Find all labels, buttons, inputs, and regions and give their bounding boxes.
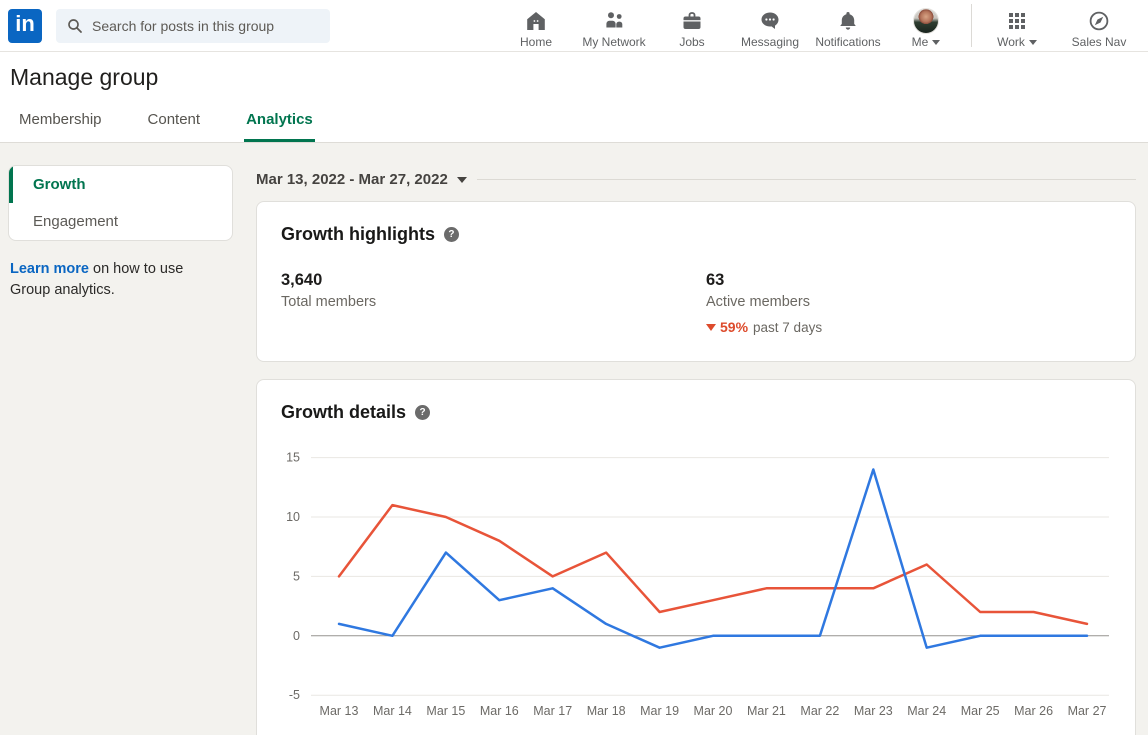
messaging-icon [758, 8, 782, 34]
page-title: Manage group [0, 52, 1148, 91]
svg-text:Mar 25: Mar 25 [961, 704, 1000, 718]
learn-more-link[interactable]: Learn more [10, 261, 89, 277]
svg-text:Mar 27: Mar 27 [1068, 704, 1107, 718]
tab-membership[interactable]: Membership [17, 111, 104, 142]
nav-me[interactable]: Me [887, 2, 965, 49]
stat-total-members: 3,640 Total members [281, 271, 706, 335]
tab-content[interactable]: Content [146, 111, 203, 142]
nav-notifications-label: Notifications [815, 35, 880, 49]
tab-analytics[interactable]: Analytics [244, 111, 315, 142]
nav-sales-nav[interactable]: Sales Nav [1056, 2, 1142, 49]
svg-text:Mar 23: Mar 23 [854, 704, 893, 718]
active-indicator [9, 166, 13, 203]
top-navigation-bar: in Home My Network [0, 0, 1148, 52]
svg-text:5: 5 [293, 569, 300, 583]
sidebar-item-growth[interactable]: Growth [9, 166, 232, 203]
svg-text:Mar 19: Mar 19 [640, 704, 679, 718]
analytics-nav-card: Growth Engagement [8, 165, 233, 241]
nav-home-label: Home [520, 35, 552, 49]
search-box [56, 9, 330, 43]
total-members-value: 3,640 [281, 271, 706, 290]
delta-suffix: past 7 days [753, 320, 822, 335]
svg-text:Mar 17: Mar 17 [533, 704, 572, 718]
svg-text:15: 15 [286, 451, 300, 465]
nav-messaging-label: Messaging [741, 35, 799, 49]
profile-avatar [913, 8, 939, 34]
svg-text:Mar 22: Mar 22 [800, 704, 839, 718]
analytics-sidebar: Growth Engagement Learn more on how to u… [8, 165, 233, 735]
svg-text:Mar 16: Mar 16 [480, 704, 519, 718]
svg-text:Mar 26: Mar 26 [1014, 704, 1053, 718]
growth-highlights-title: Growth highlights [281, 224, 435, 245]
home-icon [524, 8, 548, 34]
search-icon [66, 17, 84, 40]
nav-work-label: Work [997, 35, 1025, 49]
linkedin-logo[interactable]: in [8, 9, 42, 43]
svg-text:Mar 21: Mar 21 [747, 704, 786, 718]
search-input[interactable] [56, 9, 330, 43]
active-members-delta: 59% past 7 days [706, 319, 822, 335]
stat-active-members: 63 Active members 59% past 7 days [706, 271, 822, 335]
divider [477, 179, 1136, 180]
help-icon[interactable]: ? [415, 405, 430, 420]
svg-text:Mar 20: Mar 20 [694, 704, 733, 718]
svg-text:10: 10 [286, 510, 300, 524]
delta-percent: 59% [720, 319, 748, 335]
nav-jobs[interactable]: Jobs [653, 2, 731, 49]
triangle-down-icon [706, 324, 716, 331]
nav-me-label: Me [912, 35, 929, 49]
nav-sales-nav-label: Sales Nav [1072, 35, 1127, 49]
chevron-down-icon [1029, 40, 1037, 45]
nav-messaging[interactable]: Messaging [731, 2, 809, 49]
chevron-down-icon [457, 177, 467, 183]
sidebar-help-text: Learn more on how to use Group analytics… [10, 259, 227, 301]
nav-jobs-label: Jobs [679, 35, 704, 49]
active-members-label: Active members [706, 294, 822, 310]
svg-text:Mar 18: Mar 18 [587, 704, 626, 718]
highlight-stats: 3,640 Total members 63 Active members 59… [281, 271, 1111, 335]
growth-details-title: Growth details [281, 402, 406, 423]
sidebar-item-growth-label: Growth [33, 176, 86, 193]
svg-text:Mar 24: Mar 24 [907, 704, 946, 718]
compass-icon [1087, 8, 1111, 34]
date-range-selector[interactable]: Mar 13, 2022 - Mar 27, 2022 [256, 171, 467, 188]
notifications-icon [836, 8, 860, 34]
work-grid-icon [1005, 8, 1029, 34]
total-members-label: Total members [281, 294, 706, 310]
svg-text:Mar 15: Mar 15 [426, 704, 465, 718]
linkedin-manage-group-page: in Home My Network [0, 0, 1148, 735]
help-icon[interactable]: ? [444, 227, 459, 242]
nav-home[interactable]: Home [497, 2, 575, 49]
nav-divider [971, 4, 972, 47]
global-nav: Home My Network Jobs Messaging [497, 2, 1142, 49]
sidebar-item-engagement[interactable]: Engagement [9, 203, 232, 240]
jobs-icon [680, 8, 704, 34]
growth-line-chart: 15 10 5 0 -5 Mar 13 Mar 14 Mar 15 Mar 16 Mar 17 Ma… [281, 443, 1113, 728]
growth-details-card: Growth details ? 15 10 5 0 -5 Mar 13 Mar 14 Mar… [256, 379, 1136, 735]
chevron-down-icon [932, 40, 940, 45]
nav-notifications[interactable]: Notifications [809, 2, 887, 49]
active-members-value: 63 [706, 271, 822, 290]
growth-highlights-card: Growth highlights ? 3,640 Total members … [256, 201, 1136, 362]
nav-my-network[interactable]: My Network [575, 2, 653, 49]
manage-group-tabs: Membership Content Analytics [17, 111, 1148, 142]
nav-work[interactable]: Work [978, 2, 1056, 49]
my-network-icon [602, 8, 626, 34]
svg-text:0: 0 [293, 629, 300, 643]
svg-text:Mar 14: Mar 14 [373, 704, 412, 718]
main-content: Growth Engagement Learn more on how to u… [0, 143, 1148, 735]
svg-text:-5: -5 [289, 688, 300, 702]
nav-my-network-label: My Network [582, 35, 645, 49]
svg-text:Mar 13: Mar 13 [320, 704, 359, 718]
date-range-row: Mar 13, 2022 - Mar 27, 2022 [256, 171, 1136, 188]
page-header: Manage group Membership Content Analytic… [0, 52, 1148, 143]
date-range-label: Mar 13, 2022 - Mar 27, 2022 [256, 171, 448, 188]
analytics-content: Mar 13, 2022 - Mar 27, 2022 Growth highl… [256, 165, 1136, 735]
sidebar-item-engagement-label: Engagement [33, 213, 118, 230]
